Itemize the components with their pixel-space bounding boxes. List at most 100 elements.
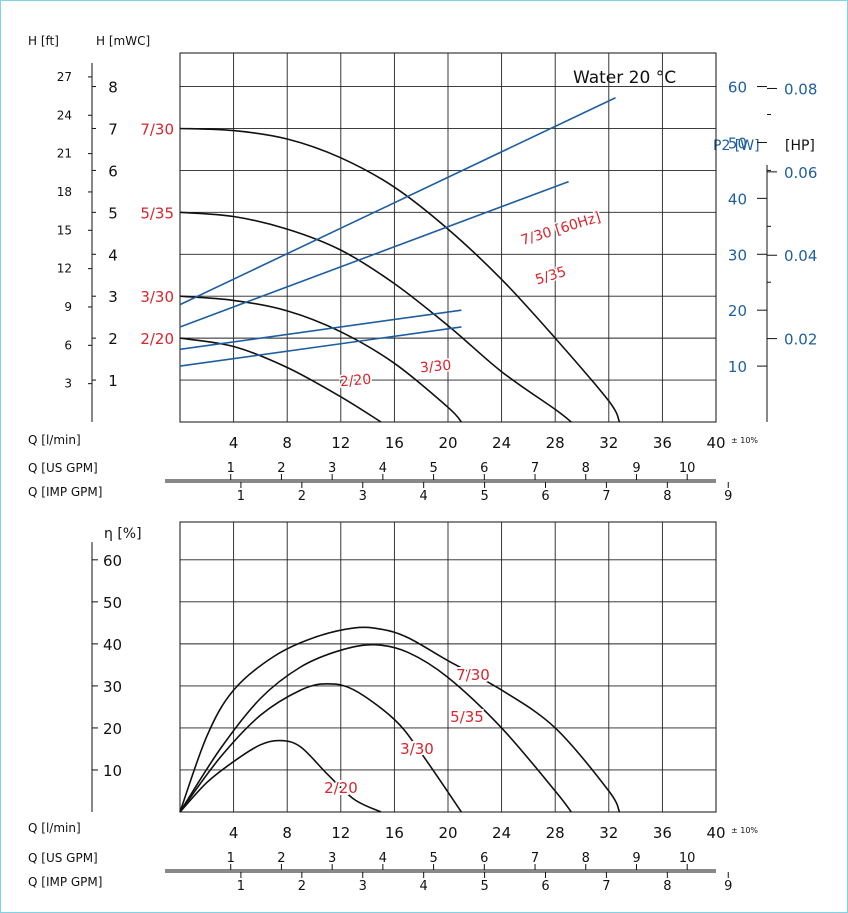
- x-axis-label-lmin-bottom: Q [l/min]: [28, 821, 81, 835]
- impgpm-tick-label: 2: [298, 489, 306, 504]
- lmin-tick-label-bottom: 36: [653, 824, 672, 842]
- eta-tick-label: 20: [103, 720, 122, 738]
- power-tick-label: 20: [728, 302, 747, 320]
- eta-tick-label: 10: [103, 762, 122, 780]
- impgpm-tick-label: 9: [724, 489, 732, 504]
- efficiency-curve-label: 5/35: [450, 708, 484, 726]
- efficiency-curve-label: 3/30: [400, 740, 434, 758]
- efficiency-curve-label: 2/20: [324, 779, 358, 797]
- mwc-tick-label: 2: [108, 330, 118, 348]
- hp-tick-label: 0.06: [784, 164, 817, 182]
- usgpm-tick-label: 8: [582, 461, 590, 476]
- eta-tick-label: 30: [103, 678, 122, 696]
- lmin-tick-label: 4: [229, 434, 239, 452]
- ft-tick-label: 9: [64, 300, 72, 314]
- y-axis-label-ft: H [ft]: [28, 34, 59, 48]
- lmin-tick-label: 40: [706, 434, 725, 452]
- impgpm-tick-label: 6: [541, 489, 549, 504]
- lmin-tick-label-bottom: 12: [331, 824, 350, 842]
- head-curve-3-30: [179, 295, 463, 423]
- efficiency-curve-label: 7/30: [456, 666, 490, 684]
- impgpm-tick-label-bottom: 5: [480, 879, 488, 894]
- lmin-tick-label-bottom: 8: [282, 824, 292, 842]
- impgpm-tick-label-bottom: 7: [602, 879, 610, 894]
- x-axis-label-impgpm: Q [IMP GPM]: [28, 485, 102, 499]
- usgpm-tick-label: 7: [531, 461, 539, 476]
- efficiency-curve-7-30: [179, 626, 621, 813]
- power-tick-label: 40: [728, 190, 747, 208]
- usgpm-tick-label: 9: [632, 461, 640, 476]
- usgpm-tick-label: 2: [277, 461, 285, 476]
- usgpm-tick-label-bottom: 10: [679, 851, 696, 866]
- usgpm-tick-label-bottom: 4: [379, 851, 387, 866]
- power-tick-label: 10: [728, 358, 747, 376]
- ft-tick-label: 3: [64, 377, 72, 391]
- eta-tick-label: 40: [103, 636, 122, 654]
- impgpm-tick-label-bottom: 2: [298, 879, 306, 894]
- ft-tick-label: 24: [57, 108, 72, 122]
- ft-tick-label: 27: [57, 70, 72, 84]
- usgpm-tick-label: 5: [429, 461, 437, 476]
- head-curve-label: 3/30: [140, 288, 174, 306]
- efficiency-curve-2-20: [179, 739, 382, 813]
- impgpm-tick-label: 4: [420, 489, 428, 504]
- lmin-tick-label-bottom: 40: [706, 824, 725, 842]
- lmin-tick-label: 24: [492, 434, 511, 452]
- impgpm-tick-label-bottom: 6: [541, 879, 549, 894]
- head-curve-7-30: [179, 127, 621, 423]
- power-tick-label: 30: [728, 246, 747, 264]
- eta-tick-label: 60: [103, 552, 122, 570]
- mwc-tick-label: 4: [108, 246, 118, 264]
- power-tick-label: 60: [728, 79, 747, 97]
- ft-tick-label: 15: [57, 223, 72, 237]
- x-axis-label-impgpm-bottom: Q [IMP GPM]: [28, 875, 102, 889]
- lmin-tick-label-bottom: 16: [385, 824, 404, 842]
- power-curve-label: 7/30 [60Hz]: [519, 209, 603, 248]
- impgpm-tick-label: 3: [359, 489, 367, 504]
- head-curve-2-20: [179, 337, 382, 423]
- y-axis-label-mwc: H [mWC]: [96, 34, 150, 48]
- power-line-5-35: [179, 180, 569, 328]
- hp-tick-label: 0.04: [784, 247, 817, 265]
- power-line-7-30--60Hz-: [179, 97, 616, 306]
- power-curve-label: 2/20: [339, 372, 372, 391]
- x-axis-label-lmin: Q [l/min]: [28, 433, 81, 447]
- mwc-tick-label: 3: [108, 288, 118, 306]
- head-curve-label: 5/35: [140, 204, 174, 222]
- hp-tick-label: 0.02: [784, 331, 817, 349]
- lmin-tick-label-bottom: 24: [492, 824, 511, 842]
- head-curve-label: 7/30: [140, 120, 174, 138]
- mwc-tick-label: 8: [108, 79, 118, 97]
- ft-tick-label: 12: [57, 262, 72, 276]
- impgpm-tick-label-bottom: 8: [663, 879, 671, 894]
- water-temperature-annotation: Water 20 °C: [573, 68, 676, 88]
- usgpm-tick-label: 3: [328, 461, 336, 476]
- x-tolerance-label-bottom: ± 10%: [731, 826, 758, 835]
- power-line-3-30: [179, 309, 462, 351]
- usgpm-tick-label-bottom: 1: [227, 851, 235, 866]
- mwc-tick-label: 5: [108, 204, 118, 222]
- impgpm-tick-label-bottom: 4: [420, 879, 428, 894]
- lmin-tick-label: 32: [599, 434, 618, 452]
- usgpm-tick-label-bottom: 7: [531, 851, 539, 866]
- eta-tick-label: 50: [103, 594, 122, 612]
- mwc-tick-label: 1: [108, 372, 118, 390]
- y-axis-label-power: P2 [W]: [713, 138, 760, 154]
- power-curve-label: 5/35: [533, 264, 568, 288]
- ft-tick-label: 21: [57, 147, 72, 161]
- head-curve-label: 2/20: [140, 330, 174, 348]
- x-tolerance-label: ± 10%: [731, 436, 758, 445]
- impgpm-tick-label: 5: [480, 489, 488, 504]
- efficiency-curve-3-30: [179, 682, 463, 813]
- lmin-tick-label: 28: [546, 434, 565, 452]
- lmin-tick-label: 16: [385, 434, 404, 452]
- usgpm-tick-label: 6: [480, 461, 488, 476]
- mwc-tick-label: 6: [108, 162, 118, 180]
- hp-tick-label: 0.08: [784, 80, 817, 98]
- usgpm-tick-label-bottom: 9: [632, 851, 640, 866]
- x-axis-label-usgpm: Q [US GPM]: [28, 461, 98, 475]
- lmin-tick-label: 8: [282, 434, 292, 452]
- y-axis-label-efficiency: η [%]: [104, 526, 142, 542]
- ft-tick-label: 18: [57, 185, 72, 199]
